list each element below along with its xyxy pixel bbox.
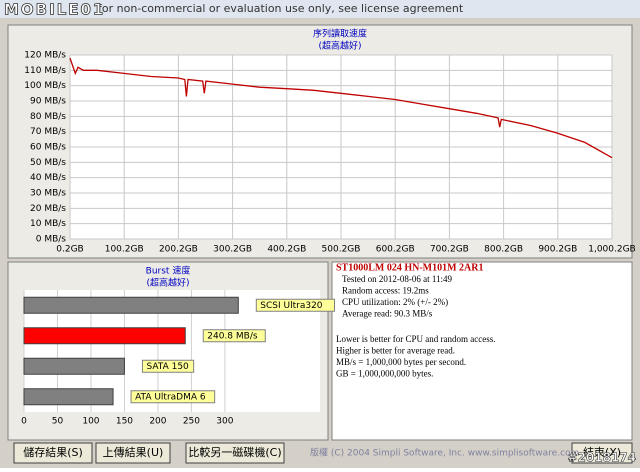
y-tick-label: 90 MB/s <box>30 97 66 107</box>
bar-label: SATA 150 <box>146 362 189 372</box>
button-label[interactable]: 比較另一磁碟機(C) <box>188 445 281 459</box>
info-note: Lower is better for CPU and random acces… <box>336 334 495 344</box>
button[interactable] <box>13 442 93 464</box>
y-tick-label: 40 MB/s <box>30 173 66 183</box>
y-tick-label: 110 MB/s <box>24 66 66 76</box>
window-title: for non-commercial or evaluation use onl… <box>98 2 464 15</box>
y-tick-label: 0 MB/s <box>36 235 67 245</box>
x-tick-label: 800.2GB <box>484 245 523 255</box>
button[interactable] <box>95 442 171 464</box>
button[interactable] <box>185 442 285 464</box>
badge: #2018174 <box>567 451 636 465</box>
x-tick-label: 50 <box>52 417 64 427</box>
bar-label-box <box>141 359 195 373</box>
x-tick-label: 100.2GB <box>105 245 144 255</box>
x-tick-label: 400.2GB <box>267 245 306 255</box>
y-tick-label: 100 MB/s <box>24 81 66 91</box>
info-note: GB = 1,000,000,000 bytes. <box>336 369 433 379</box>
y-tick-label: 80 MB/s <box>30 112 66 122</box>
bar-label-box <box>255 298 335 312</box>
copyright: 版權 (C) 2004 Simpli Software, Inc. www.si… <box>310 447 579 459</box>
title-bar <box>0 0 640 18</box>
bar <box>23 388 114 406</box>
info-line: Average read: 90.3 MB/s <box>342 309 433 319</box>
read-speed-line <box>69 57 613 159</box>
bar-label-box <box>202 329 266 343</box>
watermark: MOBILE01 <box>4 1 105 19</box>
bar-label: ATA UltraDMA 6 <box>135 392 206 402</box>
bar <box>23 357 125 375</box>
x-tick-label: 600.2GB <box>376 245 415 255</box>
y-tick-label: 60 MB/s <box>30 143 66 153</box>
x-tick-label: 100 <box>82 417 99 427</box>
drive-name: ST1000LM 024 HN-M101M 2AR1 <box>336 262 484 273</box>
x-tick-label: 300 <box>216 417 233 427</box>
info-panel <box>331 261 633 441</box>
y-tick-label: 70 MB/s <box>30 127 66 137</box>
x-tick-label: 200 <box>149 417 166 427</box>
x-tick-label: 700.2GB <box>430 245 469 255</box>
info-note: MB/s = 1,000,000 bytes per second. <box>336 357 466 367</box>
line-subtitle: (超高越好) <box>318 40 361 52</box>
button-label[interactable]: 儲存結果(S) <box>23 445 83 459</box>
x-tick-label: 150 <box>116 417 133 427</box>
bar <box>23 296 239 314</box>
info-text: Tested on 2012-08-06 at 11:49 Random acce… <box>336 274 495 379</box>
y-tick-label: 50 MB/s <box>30 158 66 168</box>
bar-subtitle: (超高越好) <box>146 277 189 289</box>
button[interactable] <box>571 442 633 464</box>
y-tick-label: 30 MB/s <box>30 189 66 199</box>
x-tick-label: 0.2GB <box>56 245 83 255</box>
button-row: 儲存結果(S) 上傳結果(U) 比較另一磁碟機(C) 結束(X) <box>13 442 633 464</box>
x-tick-label: 300.2GB <box>213 245 252 255</box>
x-tick-label: 250 <box>183 417 200 427</box>
bar-label-box <box>130 390 216 404</box>
info-line: Random access: 19.2ms <box>342 286 429 296</box>
x-tick-label: 900.2GB <box>538 245 577 255</box>
bar-label: SCSI Ultra320 <box>260 301 323 311</box>
y-tick-label: 20 MB/s <box>30 204 66 214</box>
x-tick-label: 1,000.2GB <box>588 245 636 255</box>
bar-label: 240.8 MB/s <box>207 331 258 341</box>
x-tick-label: 0 <box>21 417 27 427</box>
info-note: Higher is better for average read. <box>336 346 455 356</box>
button-label[interactable]: 結束(X) <box>583 445 621 459</box>
y-tick-label: 10 MB/s <box>30 219 66 229</box>
x-tick-label: 200.2GB <box>159 245 198 255</box>
bar <box>23 327 186 345</box>
y-tick-label: 120 MB/s <box>24 51 66 61</box>
info-line: Tested on 2012-08-06 at 11:49 <box>342 274 453 284</box>
bar-title: Burst 速度 <box>146 265 191 277</box>
line-title: 序列讀取速度 <box>313 28 367 40</box>
button-label[interactable]: 上傳結果(U) <box>103 445 164 459</box>
info-line: CPU utilization: 2% (+/- 2%) <box>342 297 448 307</box>
x-tick-label: 500.2GB <box>322 245 361 255</box>
